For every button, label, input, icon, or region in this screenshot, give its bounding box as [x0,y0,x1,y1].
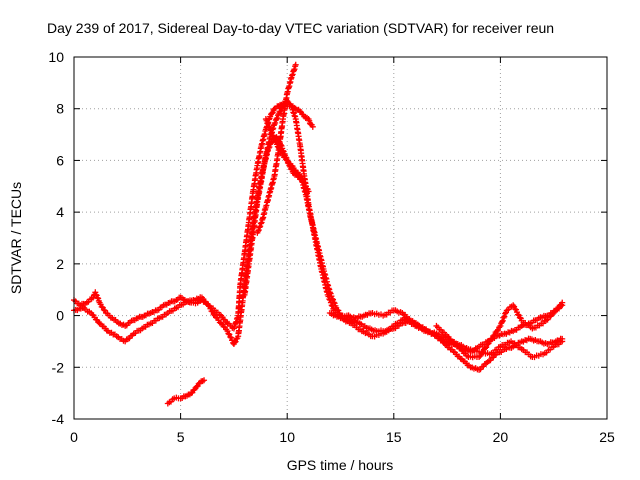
data-point-interp [100,306,107,313]
x-tick-label: 25 [599,429,615,445]
data-point-interp [554,305,561,312]
data-point-interp [487,336,494,343]
data-point-interp [334,306,341,313]
data-point [559,299,566,306]
data-point [550,309,557,316]
data-point-interp [478,350,485,357]
grid-layer [74,57,607,419]
data-point-interp [329,295,336,302]
ticks-layer: 0 5 10 15 20 25 -4 -2 0 2 4 6 8 10 [48,49,615,445]
y-axis-title: SDTVAR / TECUs [8,182,24,294]
y-tick-label: 8 [56,101,64,117]
data-point-interp [255,227,262,234]
y-tick-label: 6 [56,152,64,168]
data-point [292,61,299,68]
data-point-interp [268,110,275,117]
data-point-interp [256,224,263,231]
series-trace-8 [433,299,566,361]
chart-title: Day 239 of 2017, Sidereal Day-to-day VTE… [47,20,554,36]
data-point-interp [257,223,264,230]
data-point-interp [500,314,507,321]
series-trace-3 [241,103,316,298]
series-trace-1 [71,97,566,355]
y-tick-label: 10 [48,49,64,65]
data-point-interp [269,132,276,139]
y-tick-label: 2 [56,256,64,272]
data-point-interp [255,228,262,235]
data-point [559,338,566,345]
data-point [275,144,282,151]
data-point-interp [479,349,486,356]
data-point [326,289,333,296]
data-point-interp [499,317,506,324]
y-tick-label: 0 [56,308,64,324]
data-point-interp [477,352,484,359]
data-point-interp [265,123,272,130]
x-axis-title: GPS time / hours [287,457,394,473]
data-point-interp [231,339,238,346]
x-tick-label: 5 [177,429,185,445]
data-point [305,188,312,195]
data-point-interp [273,116,280,123]
data-point-interp [208,308,215,315]
data-point-interp [491,331,498,338]
x-tick-label: 0 [70,429,78,445]
series-trace-6 [164,377,208,407]
data-point-interp [498,319,505,326]
series-trace-5 [262,116,312,195]
plot-frame [73,56,608,420]
data-point-interp [484,341,491,348]
data-point-interp [489,335,496,342]
series-trace-4 [254,61,299,236]
data-point-interp [502,310,509,317]
data-point [267,126,274,133]
data-point [201,377,208,384]
axes-layer [73,56,608,420]
y-tick-label: 4 [56,204,64,220]
data-point-interp [225,330,232,337]
data-point [476,353,483,360]
data-point-interp [227,333,234,340]
data-point-interp [276,108,283,115]
data-point-interp [98,303,105,310]
y-tick-label: -2 [52,359,65,375]
data-point-interp [264,120,271,127]
data-point [205,302,212,309]
data-point-interp [512,306,519,313]
data-point-interp [495,327,502,334]
data-point-interp [501,313,508,320]
data-point [296,172,303,179]
data-point-interp [93,291,100,298]
data-point [284,157,291,164]
data-point-interp [482,345,489,352]
data-point-interp [490,332,497,339]
data-point [309,123,316,130]
data-point-interp [257,220,264,227]
data-point-interp [483,344,490,351]
x-tick-label: 15 [386,429,402,445]
data-layer [71,61,566,407]
data-point-interp [493,328,500,335]
data-point [218,320,225,327]
y-tick-label: -4 [52,411,65,427]
x-tick-label: 20 [493,429,509,445]
data-point-interp [330,299,337,306]
data-point-interp [94,294,101,301]
data-point-interp [516,314,523,321]
data-point-interp [514,311,521,318]
data-point-interp [272,119,279,126]
data-point-interp [274,115,281,122]
x-tick-label: 10 [279,429,295,445]
